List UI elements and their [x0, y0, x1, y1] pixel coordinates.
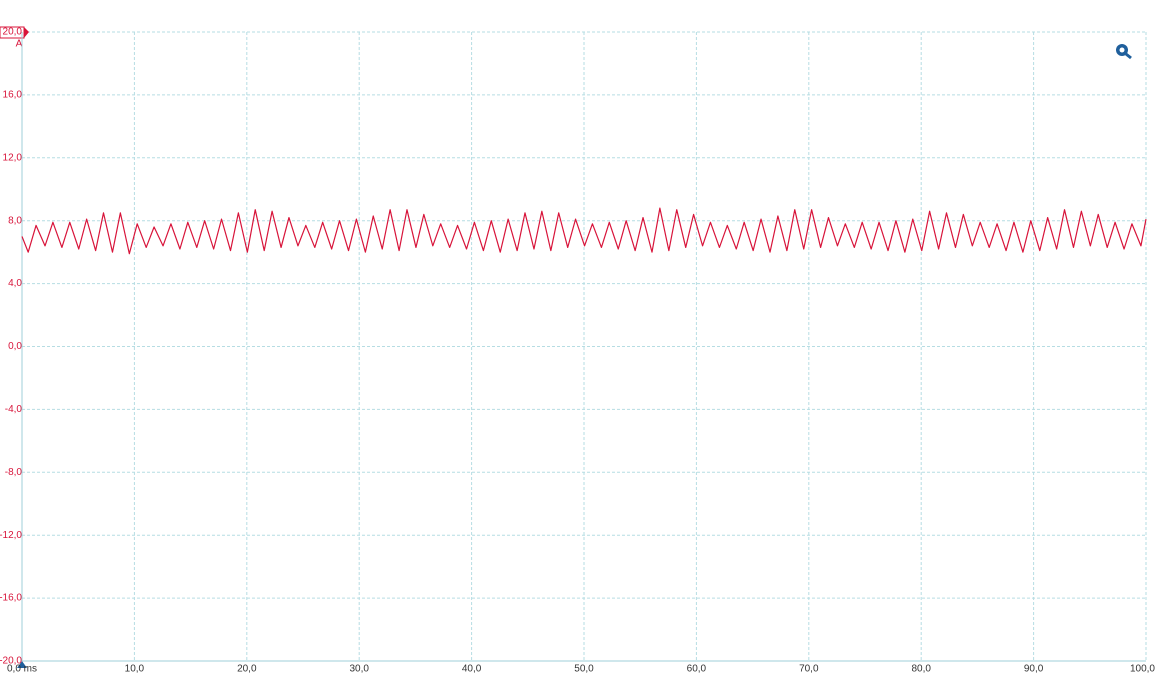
y-tick-label: -16,0 — [0, 593, 22, 604]
y-tick-label: 12,0 — [3, 152, 23, 163]
waveform — [21, 207, 1147, 255]
x-tick-label: 10,0 — [125, 664, 145, 675]
grid — [21, 31, 1147, 662]
zoom-lens-inner[interactable] — [1119, 47, 1125, 53]
x-tick-label: 30,0 — [349, 664, 369, 675]
y-tick-label: 0,0 — [8, 341, 22, 352]
x-tick-label: 50,0 — [574, 664, 594, 675]
y-tick-label: 4,0 — [8, 278, 22, 289]
x-tick-label: 100,0 — [1130, 664, 1155, 675]
y-tick-label: 20,0 — [3, 27, 23, 38]
y-tick-label: -20,0 — [0, 656, 22, 667]
x-tick-label: 70,0 — [799, 664, 819, 675]
y-tick-label: -8,0 — [5, 467, 23, 478]
zoom-icon[interactable] — [1116, 44, 1132, 60]
y-tick-label: 8,0 — [8, 215, 22, 226]
x-tick-label: 60,0 — [687, 664, 707, 675]
zoom-handle[interactable] — [1125, 52, 1132, 60]
x-tick-label: 0,0 ms — [7, 664, 37, 675]
x-tick-label: 90,0 — [1024, 664, 1044, 675]
x-tick-label: 40,0 — [462, 664, 482, 675]
y-unit: A — [16, 39, 23, 50]
scale-marker-arrow — [24, 27, 29, 38]
y-tick-label: 16,0 — [3, 90, 23, 101]
x-tick-label: 20,0 — [237, 664, 257, 675]
y-tick-label: -4,0 — [5, 404, 23, 415]
trigger-marker — [17, 661, 27, 668]
y-tick-label: -12,0 — [0, 530, 22, 541]
x-tick-label: 80,0 — [911, 664, 931, 675]
